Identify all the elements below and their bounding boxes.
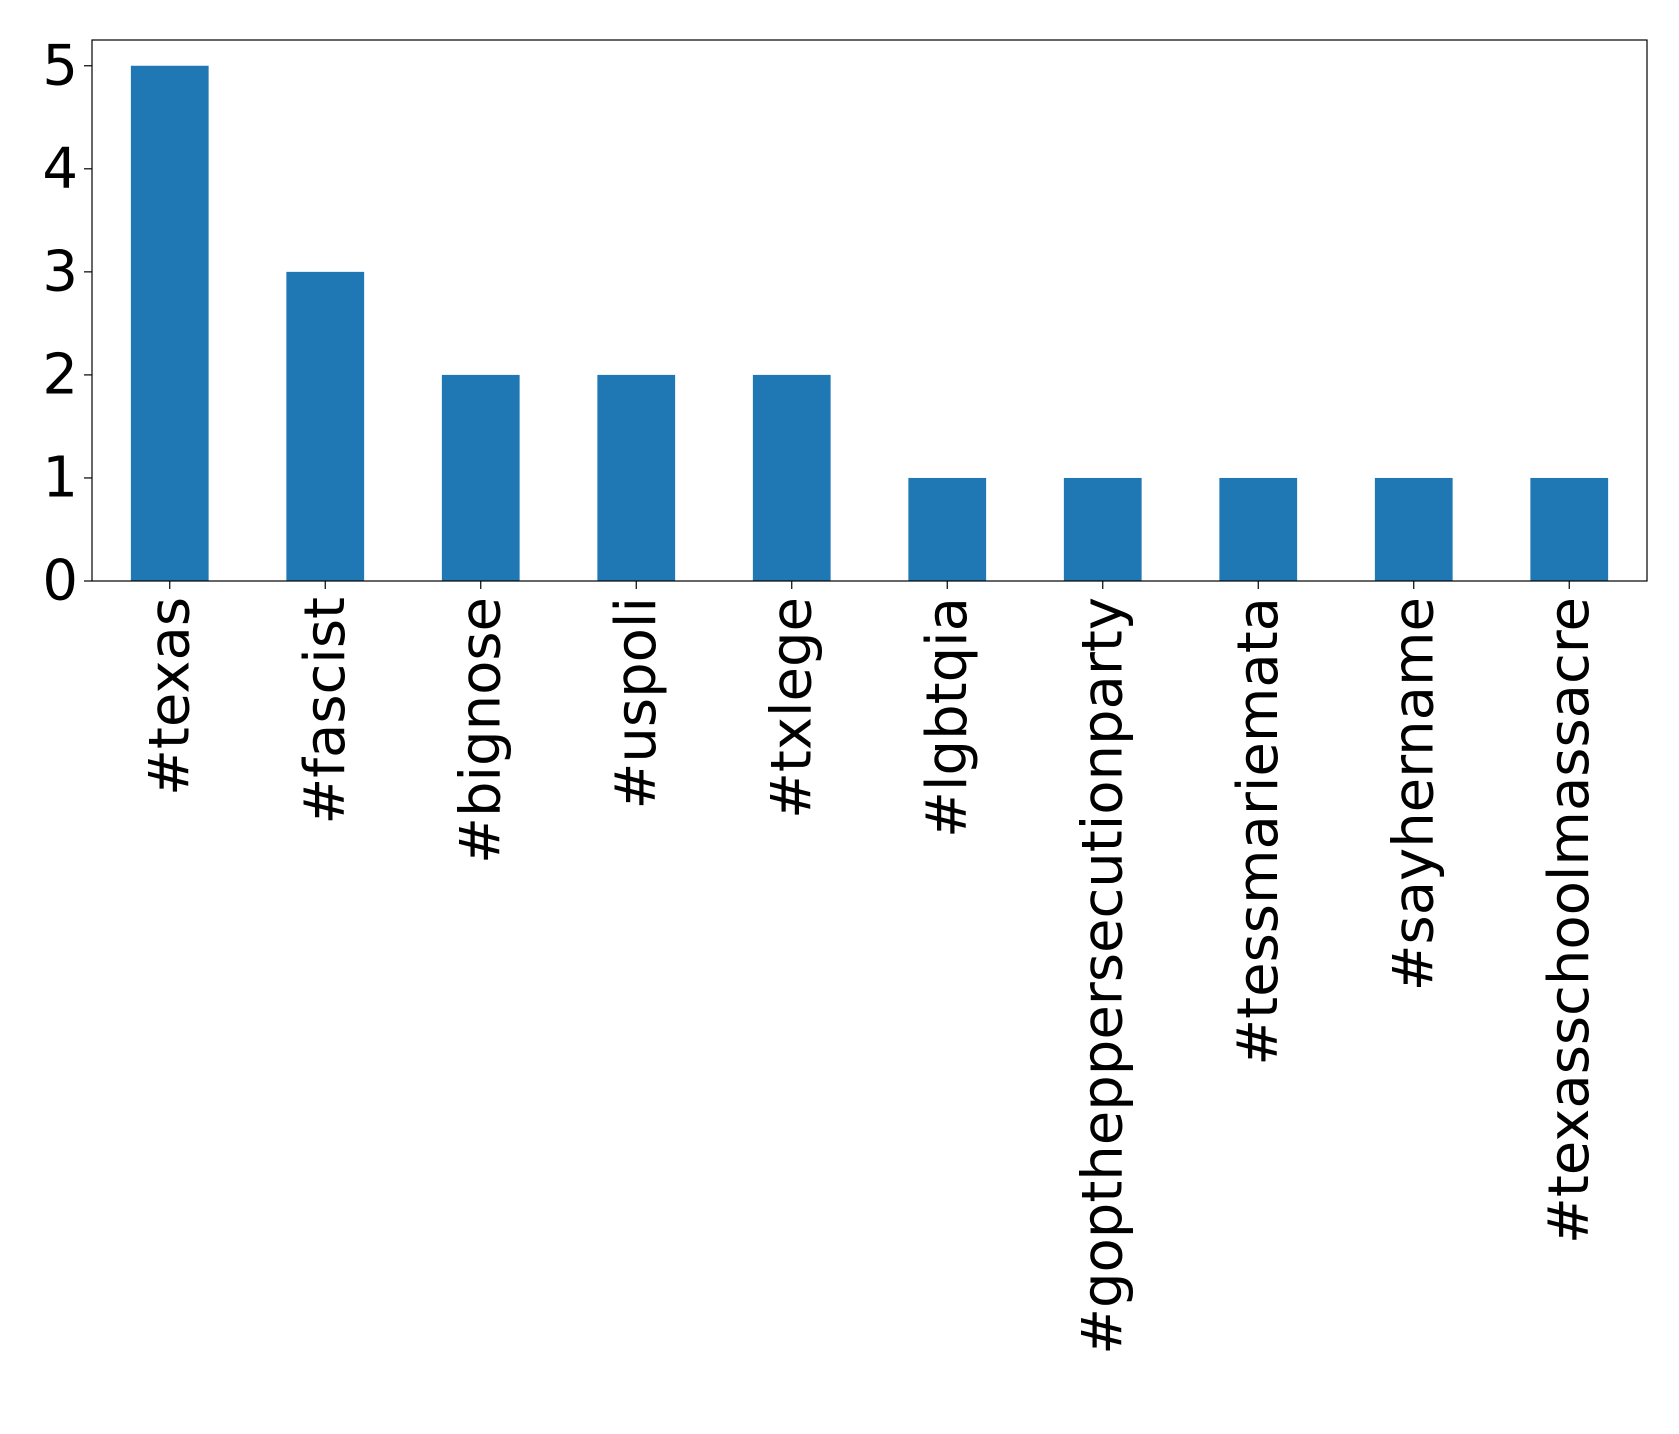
bar: [1219, 477, 1298, 581]
x-tick-label: #texasschoolmassacre: [1537, 597, 1602, 1244]
y-tick-label: 1: [42, 445, 78, 510]
plot-frame: [91, 39, 1648, 582]
y-tick-label: 2: [42, 342, 78, 407]
bar: [286, 271, 365, 581]
bar: [1063, 477, 1142, 581]
x-tick-label: #txlege: [759, 597, 824, 819]
x-tick-label: #fascist: [293, 597, 358, 825]
bar: [441, 374, 520, 581]
y-tick-label: 4: [42, 136, 78, 201]
x-tick-label: #bignose: [448, 597, 513, 864]
x-tick-label: #tessmariemata: [1226, 597, 1291, 1066]
bar: [1374, 477, 1453, 581]
y-tick-label: 3: [42, 239, 78, 304]
x-tick-label: #texas: [137, 597, 202, 796]
x-tick-label: #uspoli: [604, 597, 669, 810]
x-tick-label: #sayhername: [1381, 597, 1446, 991]
y-tick-label: 0: [42, 549, 78, 614]
bar: [130, 65, 209, 581]
bar: [908, 477, 987, 581]
bar: [752, 374, 831, 581]
y-tick-label: 5: [42, 33, 78, 98]
x-tick-label: #lgbtqia: [915, 597, 980, 838]
x-tick-label: #goptheppersecutionparty: [1070, 597, 1135, 1355]
bar: [1530, 477, 1609, 581]
bar: [597, 374, 676, 581]
